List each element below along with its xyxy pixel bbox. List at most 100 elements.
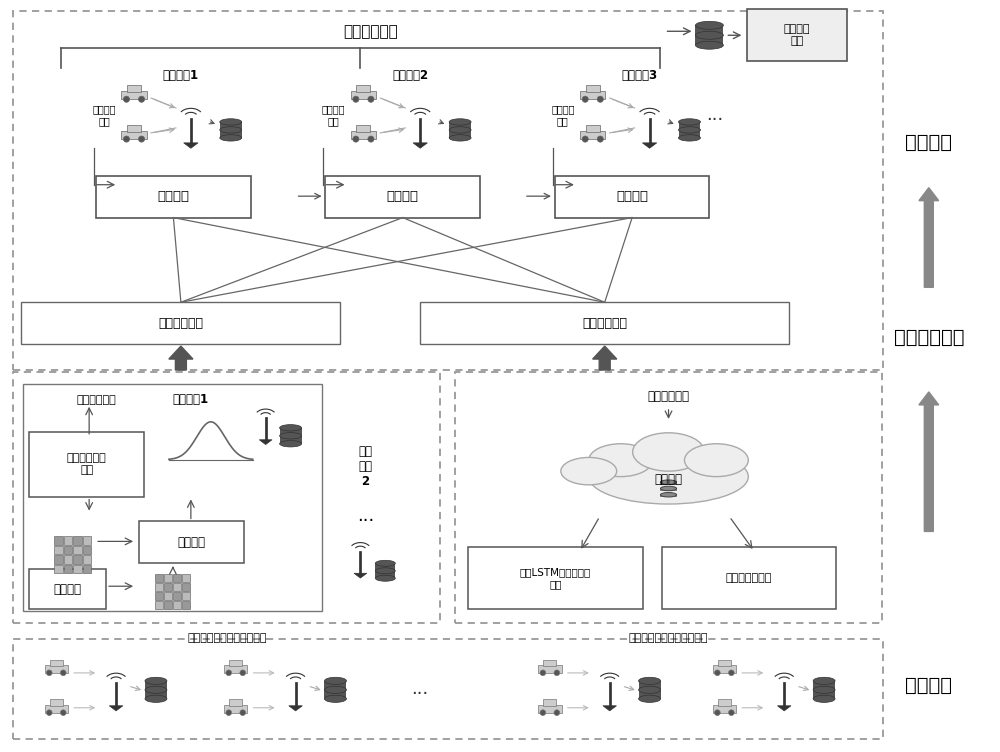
Ellipse shape [679,119,700,125]
Circle shape [715,710,720,715]
Bar [229,660,242,666]
Ellipse shape [280,441,302,447]
Circle shape [60,710,66,715]
Ellipse shape [145,678,167,684]
Bar [64,546,72,554]
Bar [173,575,181,583]
Bar [660,481,677,485]
Bar [359,551,361,573]
Polygon shape [184,143,198,148]
Ellipse shape [220,119,242,125]
Ellipse shape [639,678,661,684]
Text: 边缘节点1: 边缘节点1 [173,393,209,406]
Circle shape [46,710,52,715]
Bar [13,372,440,623]
Ellipse shape [813,695,835,702]
Bar [586,85,600,92]
Text: ...: ... [706,106,723,124]
Text: 局部行为模式: 局部行为模式 [76,395,116,405]
Bar [96,176,251,217]
Ellipse shape [633,433,704,472]
Circle shape [597,136,603,142]
Bar [420,302,789,344]
Ellipse shape [220,135,242,141]
Text: ...: ... [412,680,429,698]
Text: 张量构建: 张量构建 [54,583,82,596]
Bar [155,575,163,583]
Text: 张量分解: 张量分解 [177,536,205,549]
Circle shape [582,96,588,102]
Bar [83,546,91,554]
Circle shape [60,670,66,675]
Bar [164,584,172,591]
Bar [127,125,141,132]
Circle shape [226,710,232,715]
Bar [356,85,370,92]
Ellipse shape [639,695,661,702]
Text: 实时车辆
数据: 实时车辆 数据 [551,105,575,126]
Bar [73,536,82,545]
Bar [13,639,883,738]
Circle shape [123,136,130,142]
Bar [50,699,63,706]
Bar [182,592,190,600]
FancyArrow shape [593,346,617,370]
Bar [543,660,556,666]
Ellipse shape [679,127,700,133]
Bar [639,681,661,699]
Bar [190,118,192,143]
Text: 全局行为模式: 全局行为模式 [648,390,690,403]
Ellipse shape [220,127,242,133]
Bar [64,536,72,545]
Bar [783,682,785,706]
Bar [718,660,731,666]
Bar [220,122,242,138]
Bar [54,546,63,554]
Polygon shape [642,143,657,148]
Ellipse shape [589,449,748,504]
Circle shape [715,670,720,675]
Text: 边缘节点执行局部行为分析: 边缘节点执行局部行为分析 [187,633,267,643]
Bar [455,372,882,623]
Bar [586,125,600,132]
Polygon shape [413,143,427,148]
Bar [50,660,63,666]
Ellipse shape [375,568,395,574]
Bar [356,125,370,132]
Bar [155,584,163,591]
Ellipse shape [695,41,723,49]
Ellipse shape [449,119,471,125]
Ellipse shape [280,425,302,431]
Circle shape [353,96,359,102]
Bar [580,91,605,99]
Bar [543,699,556,706]
Polygon shape [777,706,791,711]
Circle shape [554,710,560,715]
Bar [580,131,605,139]
Ellipse shape [375,575,395,581]
Bar [54,555,63,564]
Text: 边缘
节点
2: 边缘 节点 2 [358,445,372,488]
Bar [121,91,147,99]
Ellipse shape [660,487,677,491]
Ellipse shape [449,127,471,133]
Bar [224,665,247,673]
Bar [173,584,181,591]
Bar [54,536,63,545]
Bar [649,118,651,143]
Bar [747,9,847,61]
Circle shape [123,96,130,102]
Bar [229,699,242,706]
Bar [538,705,562,713]
Bar [21,302,340,344]
Bar [609,682,611,706]
Bar [173,592,181,600]
Text: 身份验证: 身份验证 [905,133,952,153]
Text: 边缘节点3: 边缘节点3 [622,68,658,82]
Bar [164,592,172,600]
Text: 边缘节点1: 边缘节点1 [163,68,199,82]
Bar [64,555,72,564]
Ellipse shape [324,695,346,702]
Polygon shape [109,706,123,711]
Bar [13,11,883,370]
